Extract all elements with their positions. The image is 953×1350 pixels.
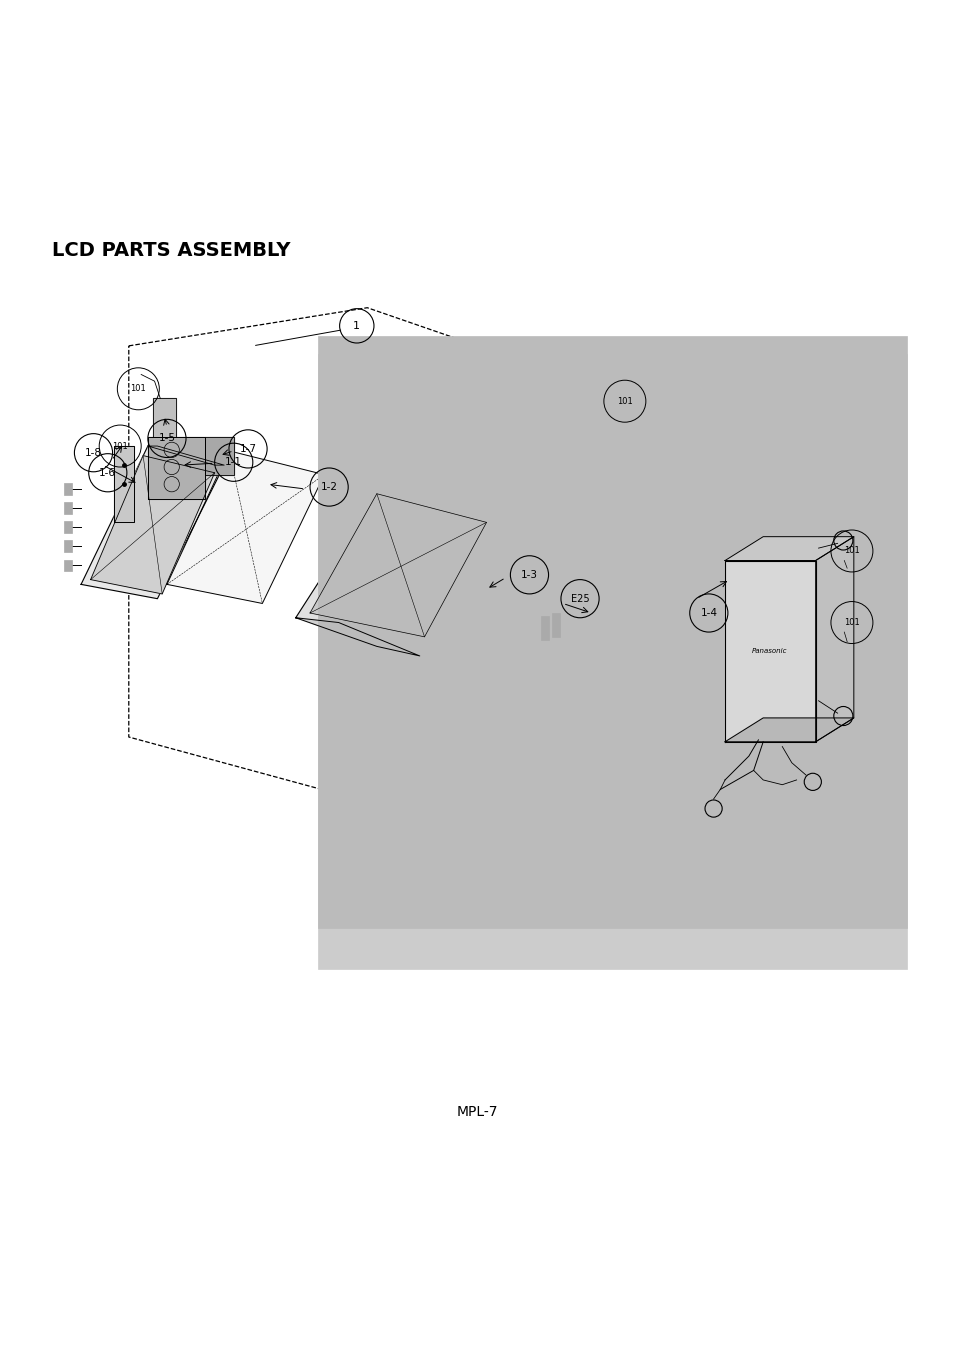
Polygon shape [295, 618, 419, 656]
Text: 1-5: 1-5 [158, 433, 175, 443]
Polygon shape [724, 560, 815, 741]
Polygon shape [724, 537, 853, 560]
Text: 1-3: 1-3 [520, 570, 537, 580]
Polygon shape [424, 526, 605, 675]
Bar [540, 616, 548, 640]
Text: 1-6: 1-6 [99, 467, 116, 478]
Text: 101: 101 [843, 618, 859, 626]
Polygon shape [586, 579, 743, 732]
Polygon shape [114, 446, 133, 522]
Text: Panasonic: Panasonic [751, 648, 787, 655]
Text: 1: 1 [353, 321, 360, 331]
Text: 1-4: 1-4 [700, 608, 717, 618]
Polygon shape [148, 436, 205, 498]
Polygon shape [205, 436, 233, 475]
Polygon shape [295, 485, 505, 641]
Bar [64, 483, 71, 494]
Text: 1-7: 1-7 [239, 444, 256, 454]
Bar [552, 613, 559, 637]
Polygon shape [81, 446, 224, 598]
Polygon shape [167, 451, 324, 603]
Text: 101: 101 [617, 397, 632, 406]
Text: E25: E25 [570, 594, 589, 603]
Polygon shape [91, 455, 214, 594]
Polygon shape [152, 398, 176, 436]
Bar [64, 502, 71, 514]
Polygon shape [815, 537, 853, 741]
Polygon shape [310, 494, 486, 637]
Text: 1-8: 1-8 [85, 448, 102, 458]
Text: 101: 101 [843, 547, 859, 555]
Polygon shape [148, 446, 224, 466]
Polygon shape [519, 566, 648, 702]
Polygon shape [724, 718, 853, 741]
FancyBboxPatch shape [317, 336, 906, 927]
Bar [64, 521, 71, 533]
Text: 101: 101 [131, 385, 146, 393]
Text: MPL-7: MPL-7 [456, 1104, 497, 1119]
Text: LCD PARTS ASSEMBLY: LCD PARTS ASSEMBLY [52, 240, 291, 261]
Text: 1-2: 1-2 [320, 482, 337, 491]
Text: 1-1: 1-1 [225, 458, 242, 467]
Bar [64, 540, 71, 552]
FancyBboxPatch shape [317, 354, 906, 969]
Bar [64, 559, 71, 571]
Text: 101: 101 [112, 441, 128, 451]
